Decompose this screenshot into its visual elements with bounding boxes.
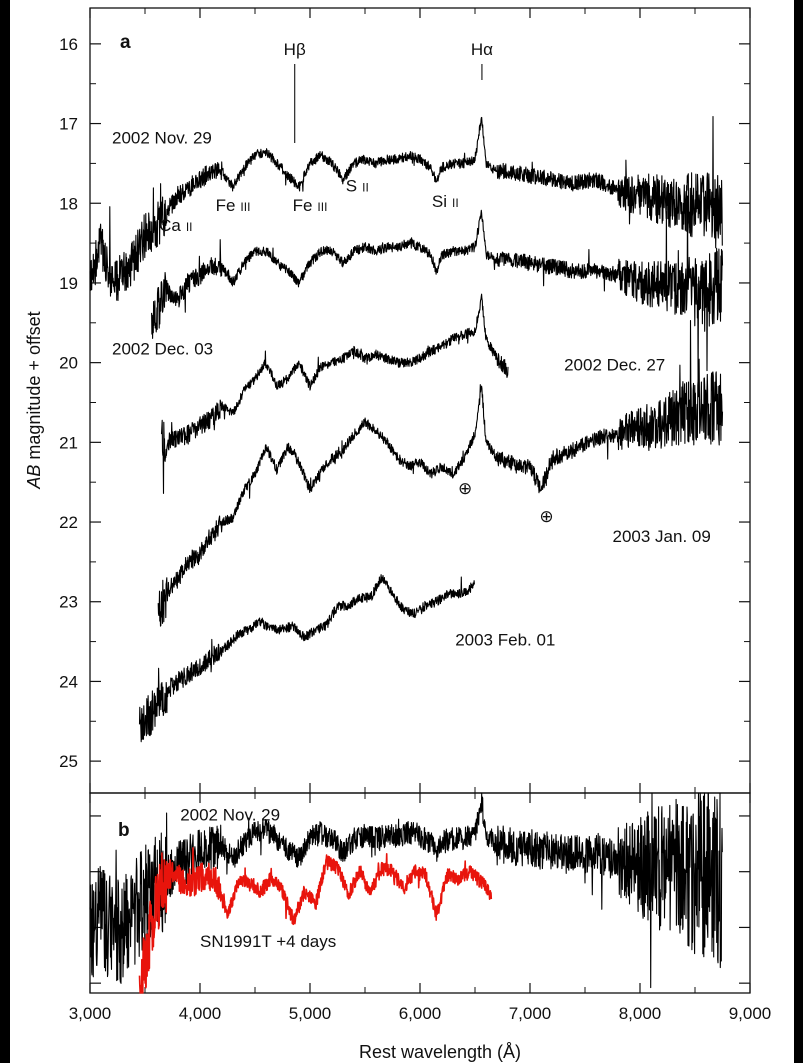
x-tick-label: 7,000: [509, 1004, 552, 1023]
x-tick-label: 3,000: [69, 1004, 112, 1023]
series-label: 2002 Dec. 27: [564, 356, 665, 375]
y-tick-label: 23: [59, 593, 78, 612]
y-tick-label: 20: [59, 354, 78, 373]
series-line: [157, 319, 724, 627]
panel-a-ticks: 16 17 18 19 20 21 22 23 24 25: [59, 8, 751, 793]
y-tick-label: 25: [59, 752, 78, 771]
x-tick-label: 5,000: [289, 1004, 332, 1023]
y-tick-label: 21: [59, 433, 78, 452]
series-label: 2002 Nov. 29: [180, 806, 280, 825]
x-tick-label: 4,000: [179, 1004, 222, 1023]
x-axis-title: Rest wavelength (Å): [359, 1042, 521, 1062]
series-label: 2002 Nov. 29: [112, 128, 212, 147]
x-tick-label: 6,000: [399, 1004, 442, 1023]
y-tick-label: 16: [59, 35, 78, 54]
y-tick-label: 24: [59, 672, 78, 691]
series-line: [138, 574, 475, 743]
panel-b-annotations: 2002 Nov. 29 SN1991T +4 days: [180, 806, 336, 952]
y-tick-label: 18: [59, 194, 78, 213]
series-line: [89, 792, 723, 989]
y-tick-label: 17: [59, 115, 78, 134]
ion-label: Fe III: [216, 196, 251, 215]
x-tick-label: 9,000: [729, 1004, 772, 1023]
series-line: [160, 293, 509, 494]
series-line: [151, 195, 724, 388]
y-tick-label: 22: [59, 513, 78, 532]
panel-a-annotations: Hβ Hα Ca II Fe III Fe III S II Si II 2002 Nov. 29 200…: [112, 40, 711, 650]
series-line: [138, 847, 493, 994]
panel-a-label: a: [120, 32, 131, 53]
series-label: 2002 Dec. 03: [112, 340, 213, 359]
x-tick-label: 8,000: [619, 1004, 662, 1023]
y-tick-label: 19: [59, 274, 78, 293]
y-axis-title: AB magnitude + offset: [24, 311, 44, 489]
ion-label: Ca II: [159, 216, 192, 235]
series-label: 2003 Jan. 09: [613, 527, 711, 546]
series-line: [89, 115, 723, 302]
series-label: SN1991T +4 days: [200, 932, 336, 951]
ion-label: Fe III: [293, 196, 328, 215]
ion-label: S II: [346, 176, 369, 195]
panel-b-series: [89, 792, 723, 994]
panel-a-series: [89, 115, 724, 743]
series-label: 2003 Feb. 01: [455, 631, 555, 650]
panel-b-label: b: [118, 820, 130, 841]
halpha-label: Hα: [471, 40, 493, 59]
panel-b-ticks: 3,000 4,000 5,000 6,000 7,000 8,000 9,000: [69, 793, 772, 1023]
ion-label: Si II: [432, 192, 459, 211]
telluric-symbol: ⊕: [539, 507, 553, 526]
telluric-symbol: ⊕: [458, 479, 472, 498]
hbeta-label: Hβ: [284, 40, 306, 59]
